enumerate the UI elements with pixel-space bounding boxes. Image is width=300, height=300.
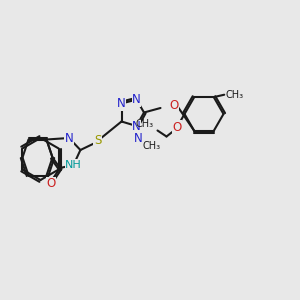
Text: O: O	[169, 99, 178, 112]
Text: O: O	[172, 121, 182, 134]
Text: N: N	[132, 119, 141, 133]
Text: N: N	[64, 131, 74, 145]
Text: CH₃: CH₃	[136, 119, 154, 129]
Text: CH₃: CH₃	[226, 90, 244, 100]
Text: NH: NH	[65, 160, 82, 170]
Text: N: N	[134, 132, 142, 145]
Text: CH₃: CH₃	[142, 141, 160, 152]
Text: O: O	[46, 177, 56, 190]
Text: N: N	[117, 97, 126, 110]
Text: N: N	[132, 93, 141, 106]
Text: S: S	[94, 134, 101, 148]
